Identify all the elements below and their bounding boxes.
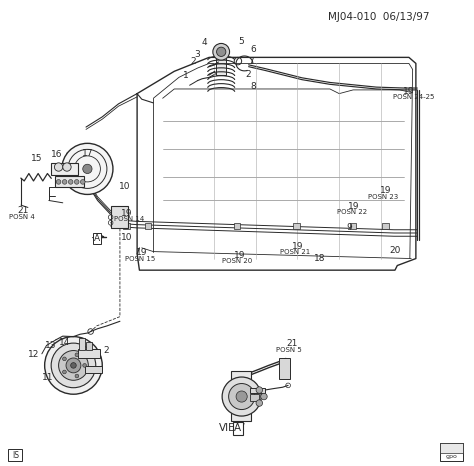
Bar (9, 449, 22, 461)
Text: 19: 19 (136, 248, 147, 257)
Text: POSN 22: POSN 22 (337, 209, 367, 215)
Circle shape (222, 377, 261, 416)
Bar (350, 223, 356, 229)
Text: 13: 13 (45, 341, 56, 350)
Text: 3: 3 (195, 49, 201, 59)
Polygon shape (92, 236, 98, 240)
Text: 17: 17 (82, 149, 93, 158)
Bar (78, 349, 100, 358)
Circle shape (66, 358, 81, 373)
Text: 4: 4 (201, 38, 207, 47)
Bar (123, 223, 130, 229)
Bar (440, 443, 463, 453)
Text: gpo: gpo (446, 454, 457, 459)
Text: 2: 2 (103, 346, 109, 355)
Text: POSN 23: POSN 23 (368, 194, 399, 200)
Circle shape (45, 336, 102, 394)
Text: 21: 21 (18, 206, 29, 215)
Text: POSN 21: POSN 21 (280, 249, 310, 255)
Circle shape (75, 353, 79, 356)
Text: 16: 16 (51, 151, 63, 159)
Circle shape (68, 179, 73, 184)
Text: 6: 6 (250, 45, 256, 54)
Text: A: A (94, 234, 100, 243)
Bar (250, 394, 259, 401)
Text: A: A (234, 423, 241, 433)
Circle shape (261, 393, 267, 400)
Circle shape (228, 384, 255, 410)
Circle shape (236, 391, 247, 402)
Bar (440, 443, 463, 461)
Bar (86, 342, 91, 350)
Text: MJ04-010  06/13/97: MJ04-010 06/13/97 (328, 12, 429, 22)
Text: 2: 2 (190, 56, 196, 66)
Text: 11: 11 (42, 373, 53, 383)
Bar (110, 206, 128, 228)
Bar (293, 223, 300, 229)
Text: 19: 19 (348, 202, 360, 211)
Text: 9: 9 (346, 223, 352, 232)
Text: 19: 19 (380, 186, 392, 195)
Circle shape (63, 163, 71, 171)
Circle shape (62, 179, 67, 184)
Circle shape (217, 47, 226, 56)
Circle shape (256, 387, 263, 393)
Text: 5: 5 (239, 37, 245, 46)
Text: 18: 18 (314, 254, 326, 263)
Circle shape (81, 179, 85, 184)
Text: 7: 7 (248, 56, 254, 66)
Text: 1: 1 (183, 70, 189, 80)
Text: 21: 21 (286, 339, 298, 348)
Text: 12: 12 (28, 350, 39, 359)
Bar (55, 176, 84, 187)
Circle shape (51, 343, 96, 388)
Bar (51, 163, 78, 175)
Circle shape (75, 374, 79, 378)
Circle shape (256, 400, 263, 406)
Bar (84, 366, 102, 373)
Circle shape (63, 370, 66, 374)
Text: 14: 14 (58, 338, 70, 347)
Circle shape (62, 144, 113, 194)
Bar (231, 371, 251, 421)
Circle shape (213, 43, 229, 60)
Circle shape (55, 163, 63, 171)
Text: 19: 19 (234, 251, 245, 260)
Text: POSN 15: POSN 15 (125, 255, 155, 261)
Text: 20: 20 (389, 246, 401, 255)
Text: VIEW: VIEW (219, 423, 246, 433)
Bar (79, 338, 84, 350)
Circle shape (74, 179, 79, 184)
Text: 2: 2 (246, 69, 251, 79)
Text: POSN 14: POSN 14 (114, 216, 145, 222)
Text: POSN 24-25: POSN 24-25 (393, 94, 434, 100)
Bar (250, 388, 265, 393)
Circle shape (59, 350, 88, 380)
Circle shape (71, 363, 76, 368)
Bar (234, 223, 240, 229)
Bar (279, 358, 291, 379)
Text: 19: 19 (292, 241, 303, 251)
Text: IS: IS (12, 451, 19, 459)
Circle shape (56, 179, 61, 184)
Text: 19: 19 (121, 208, 132, 218)
Text: 15: 15 (30, 154, 42, 163)
Text: POSN 4: POSN 4 (9, 214, 35, 220)
Text: 10: 10 (119, 182, 130, 191)
Text: POSN 5: POSN 5 (276, 347, 302, 353)
Bar (145, 223, 151, 229)
Bar (383, 223, 389, 229)
Text: POSN 20: POSN 20 (222, 258, 252, 264)
Bar (216, 45, 226, 75)
Text: 19: 19 (403, 87, 415, 96)
Circle shape (63, 357, 66, 361)
Text: 10: 10 (121, 233, 132, 242)
Circle shape (83, 363, 86, 367)
Circle shape (83, 164, 92, 173)
Text: 8: 8 (250, 82, 256, 91)
